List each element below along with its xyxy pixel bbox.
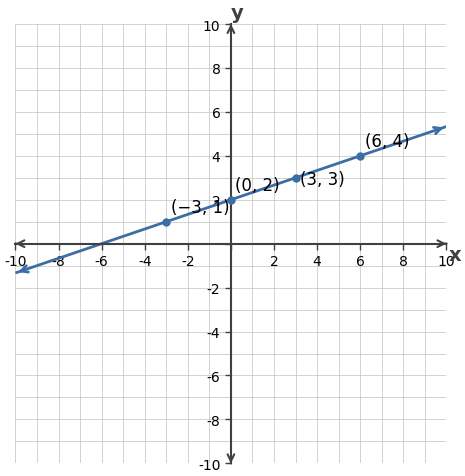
Text: y: y [231,4,244,23]
Text: (−3, 1): (−3, 1) [171,199,229,217]
Text: (3, 3): (3, 3) [300,170,345,188]
Text: (6, 4): (6, 4) [365,133,409,151]
Text: (0, 2): (0, 2) [235,177,280,195]
Text: x: x [449,246,461,265]
